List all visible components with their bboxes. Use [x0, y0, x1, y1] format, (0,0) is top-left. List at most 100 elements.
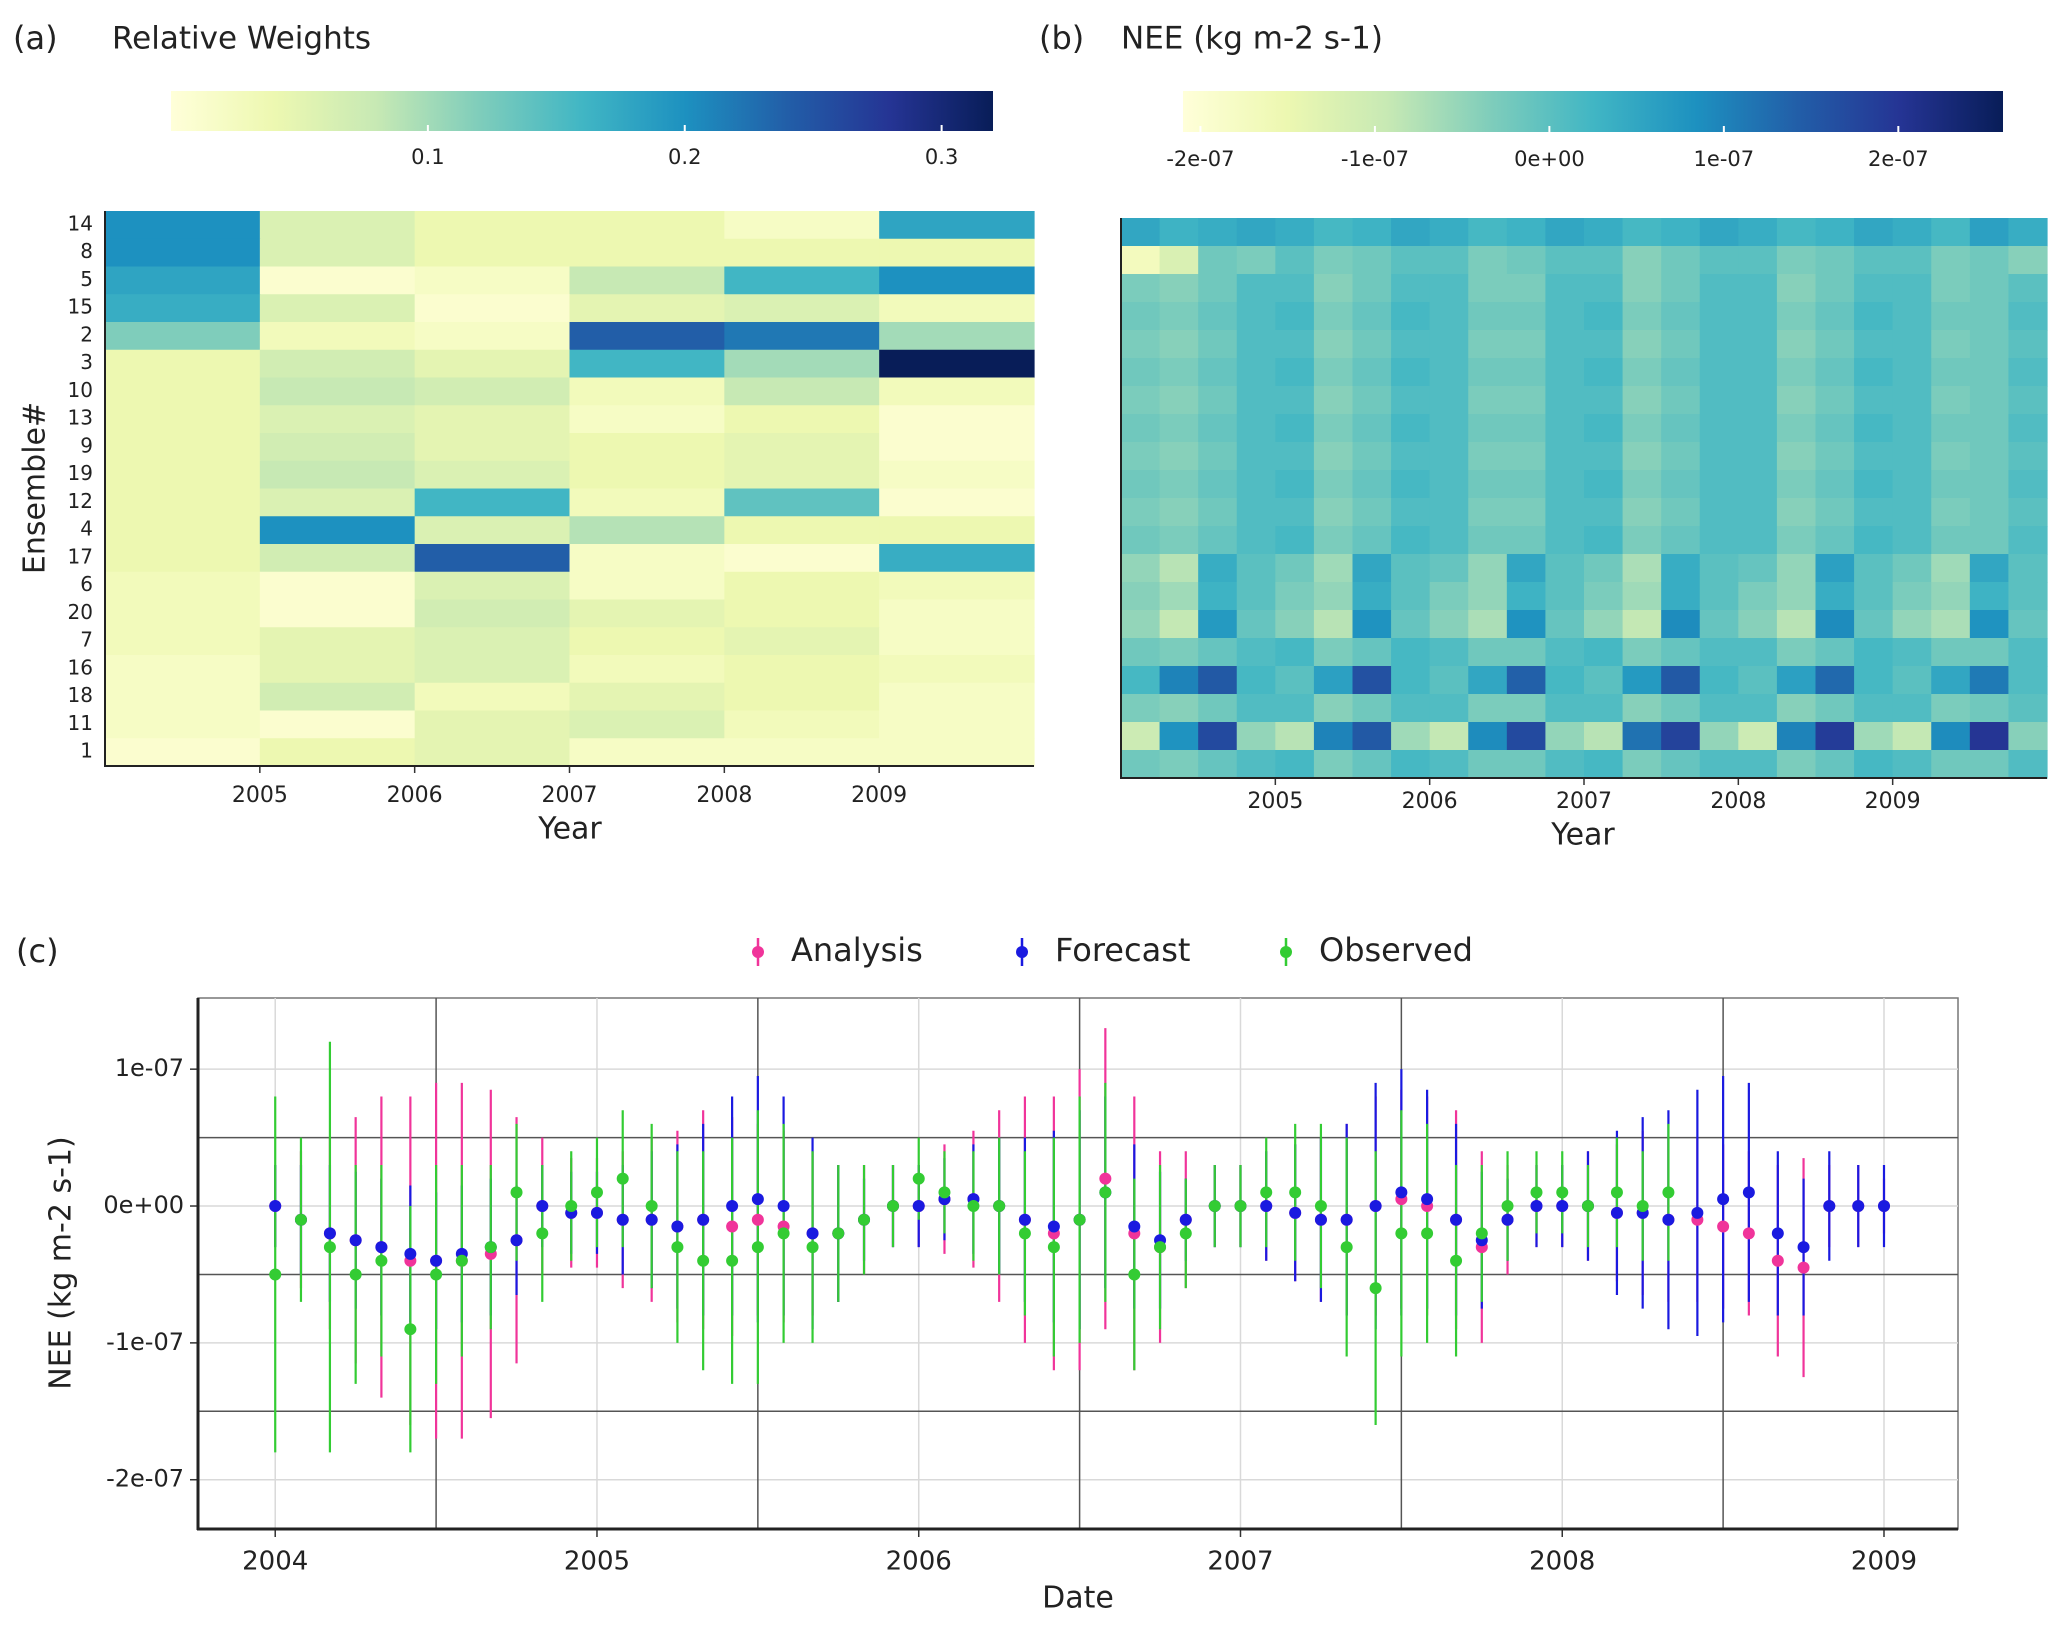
heat-cell — [2008, 750, 2048, 779]
heat-cell — [259, 377, 416, 406]
heat-cell — [414, 377, 571, 406]
heat-cell — [569, 294, 725, 323]
heat-cell — [1275, 554, 1315, 583]
heat-cell — [569, 599, 725, 628]
heat-cell — [1776, 526, 1817, 555]
heat-cell — [1275, 302, 1315, 331]
heat-cell — [1815, 526, 1855, 555]
heat-cell — [1776, 274, 1817, 303]
point — [1073, 1213, 1086, 1226]
point — [349, 1234, 362, 1247]
heat-cell — [1352, 498, 1392, 527]
heat-cell — [1236, 582, 1276, 611]
heat-cell — [569, 710, 725, 739]
heat-cell — [2008, 274, 2048, 303]
heat-cell — [1352, 526, 1392, 555]
heat-cell — [1506, 638, 1547, 667]
point — [697, 1213, 710, 1226]
heat-cell — [1236, 470, 1276, 499]
heat-cell — [1699, 442, 1739, 471]
heat-cell — [1506, 582, 1547, 611]
heat-cell — [1622, 274, 1662, 303]
heat-cell — [1661, 610, 1701, 639]
heat-cell — [1429, 750, 1469, 779]
heat-cell — [2008, 358, 2048, 387]
heat-cell — [569, 655, 725, 684]
heat-cell — [1931, 414, 1971, 443]
heat-cell — [1275, 414, 1315, 443]
y-tick-label: 20 — [68, 600, 93, 624]
point — [726, 1220, 739, 1233]
heat-cell — [1776, 582, 1817, 611]
point — [1797, 1241, 1810, 1254]
point — [1421, 1227, 1434, 1240]
x-tick-label: 2008 — [1529, 1547, 1595, 1577]
point — [1099, 1186, 1112, 1199]
heat-cell — [1429, 246, 1469, 275]
point — [590, 1206, 603, 1219]
heat-cell — [1815, 386, 1855, 415]
heat-cell — [1506, 330, 1547, 359]
point — [1289, 1206, 1302, 1219]
heat-cell — [105, 377, 261, 406]
heat-cell — [1429, 694, 1469, 723]
heat-cell — [1584, 638, 1624, 667]
heat-cell — [1275, 498, 1315, 527]
heat-cell — [1198, 694, 1238, 723]
heat-cell — [1699, 358, 1739, 387]
heat-cell — [1275, 694, 1315, 723]
point — [1450, 1254, 1463, 1267]
heat-cell — [259, 544, 416, 573]
heat-cell — [1352, 610, 1392, 639]
heat-cell — [1699, 302, 1739, 331]
heat-cell — [1352, 274, 1392, 303]
heat-cell — [879, 516, 1035, 545]
y-tick-label: 5 — [80, 267, 93, 291]
x-tick-label: 2008 — [1710, 789, 1766, 814]
heat-cell — [414, 433, 571, 462]
heat-cell — [1622, 610, 1662, 639]
point — [1475, 1227, 1488, 1240]
heat-cell — [105, 322, 261, 351]
heat-cell — [1738, 274, 1778, 303]
heat-cell — [1892, 330, 1932, 359]
y-tick-label: -2e-07 — [106, 1465, 184, 1493]
heat-cell — [1738, 498, 1778, 527]
heat-cell — [1738, 554, 1778, 583]
point — [590, 1186, 603, 1199]
heat-cell — [1584, 554, 1624, 583]
heat-cell — [1699, 470, 1739, 499]
heat-cell — [1429, 554, 1469, 583]
point — [645, 1213, 658, 1226]
heat-cell — [105, 571, 261, 601]
heat-cell — [1506, 414, 1547, 443]
legend-dot — [752, 946, 764, 958]
point — [430, 1268, 443, 1281]
point — [1289, 1186, 1302, 1199]
colorbar-title: NEE (kg m-2 s-1) — [1121, 21, 1383, 57]
heat-cell — [1815, 582, 1855, 611]
x-tick-label: 2005 — [1247, 789, 1303, 814]
heat-cell — [259, 655, 416, 684]
heat-cell — [1699, 414, 1739, 443]
point — [1636, 1200, 1649, 1213]
heat-cell — [1699, 330, 1739, 359]
heat-cell — [1275, 526, 1315, 555]
heat-cell — [1121, 274, 1161, 303]
heat-cell — [1622, 442, 1662, 471]
heat-cell — [1931, 526, 1971, 555]
heat-cell — [1506, 386, 1547, 415]
heat-cell — [569, 377, 725, 406]
heat-cell — [1969, 554, 2010, 583]
heat-cell — [1969, 750, 2010, 779]
colorbar-title: Relative Weights — [112, 21, 371, 57]
heat-cell — [1854, 302, 1894, 331]
heat-cell — [1584, 470, 1624, 499]
heat-cell — [1545, 274, 1585, 303]
heat-cell — [1815, 274, 1855, 303]
point — [1047, 1220, 1060, 1233]
heat-cell — [1931, 386, 1971, 415]
heat-cell — [259, 460, 416, 490]
heat-cell — [1159, 274, 1199, 303]
heat-cell — [724, 710, 880, 739]
